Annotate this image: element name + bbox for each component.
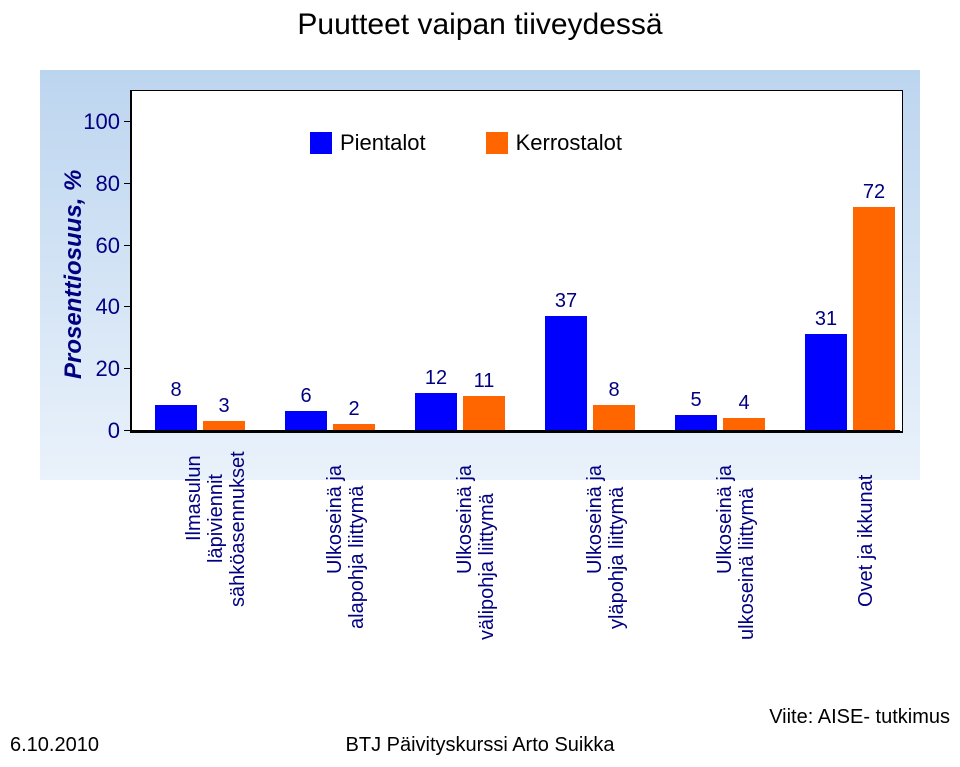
bar bbox=[805, 334, 847, 430]
bar-value: 8 bbox=[594, 379, 634, 402]
bar bbox=[593, 405, 635, 430]
bar bbox=[723, 418, 765, 430]
bar bbox=[333, 424, 375, 430]
chart-container: Prosenttiosuus, % 020406080100 Pientalot… bbox=[40, 70, 920, 670]
bar bbox=[415, 393, 457, 430]
bar-value: 12 bbox=[416, 367, 456, 390]
x-category-label: välipohja liittymä bbox=[476, 493, 499, 640]
x-category-label: Ilmasulun bbox=[183, 455, 206, 541]
ytick-label: 40 bbox=[75, 294, 120, 320]
y-axis-label: Prosenttiosuus, % bbox=[60, 170, 88, 379]
x-category-label: Ulkoseinä ja bbox=[324, 465, 347, 574]
bar-value: 8 bbox=[156, 379, 196, 402]
bar-value: 6 bbox=[286, 385, 326, 408]
x-category-label: ulkoseinä liittymä bbox=[736, 488, 759, 640]
bar bbox=[285, 411, 327, 430]
bar-value: 2 bbox=[334, 398, 374, 421]
ytick-label: 100 bbox=[75, 109, 120, 135]
bar-value: 37 bbox=[546, 290, 586, 313]
bar bbox=[675, 415, 717, 430]
bar-value: 31 bbox=[806, 308, 846, 331]
footer-ref: Viite: AISE- tutkimus bbox=[769, 706, 950, 729]
footer-center: BTJ Päivityskurssi Arto Suikka bbox=[0, 734, 960, 757]
x-category-label: sähköasennukset bbox=[227, 451, 250, 607]
bar-value: 72 bbox=[854, 181, 894, 204]
x-category-label: Ulkoseinä ja bbox=[454, 465, 477, 574]
ytick-label: 60 bbox=[75, 233, 120, 259]
bar-value: 3 bbox=[204, 395, 244, 418]
bar bbox=[545, 316, 587, 430]
bar bbox=[853, 207, 895, 430]
bar-value: 4 bbox=[724, 392, 764, 415]
bar bbox=[463, 396, 505, 430]
bar-value: 11 bbox=[464, 370, 504, 393]
x-category-label: alapohja liittymä bbox=[346, 486, 369, 629]
x-category-label: läpiviennit bbox=[205, 474, 228, 563]
bars-layer bbox=[130, 90, 900, 430]
x-category-label: Ulkoseinä ja bbox=[714, 465, 737, 574]
bar bbox=[155, 405, 197, 430]
bar-value: 5 bbox=[676, 389, 716, 412]
x-axis-line bbox=[130, 430, 900, 432]
ytick-label: 80 bbox=[75, 171, 120, 197]
bar bbox=[203, 421, 245, 430]
x-category-label: yläpohja liittymä bbox=[606, 487, 629, 629]
page-title: Puutteet vaipan tiiveydessä bbox=[0, 8, 960, 42]
ytick-label: 20 bbox=[75, 356, 120, 382]
ytick-label: 0 bbox=[75, 418, 120, 444]
x-category-label: Ulkoseinä ja bbox=[584, 465, 607, 574]
x-category-label: Ovet ja ikkunat bbox=[855, 475, 878, 607]
